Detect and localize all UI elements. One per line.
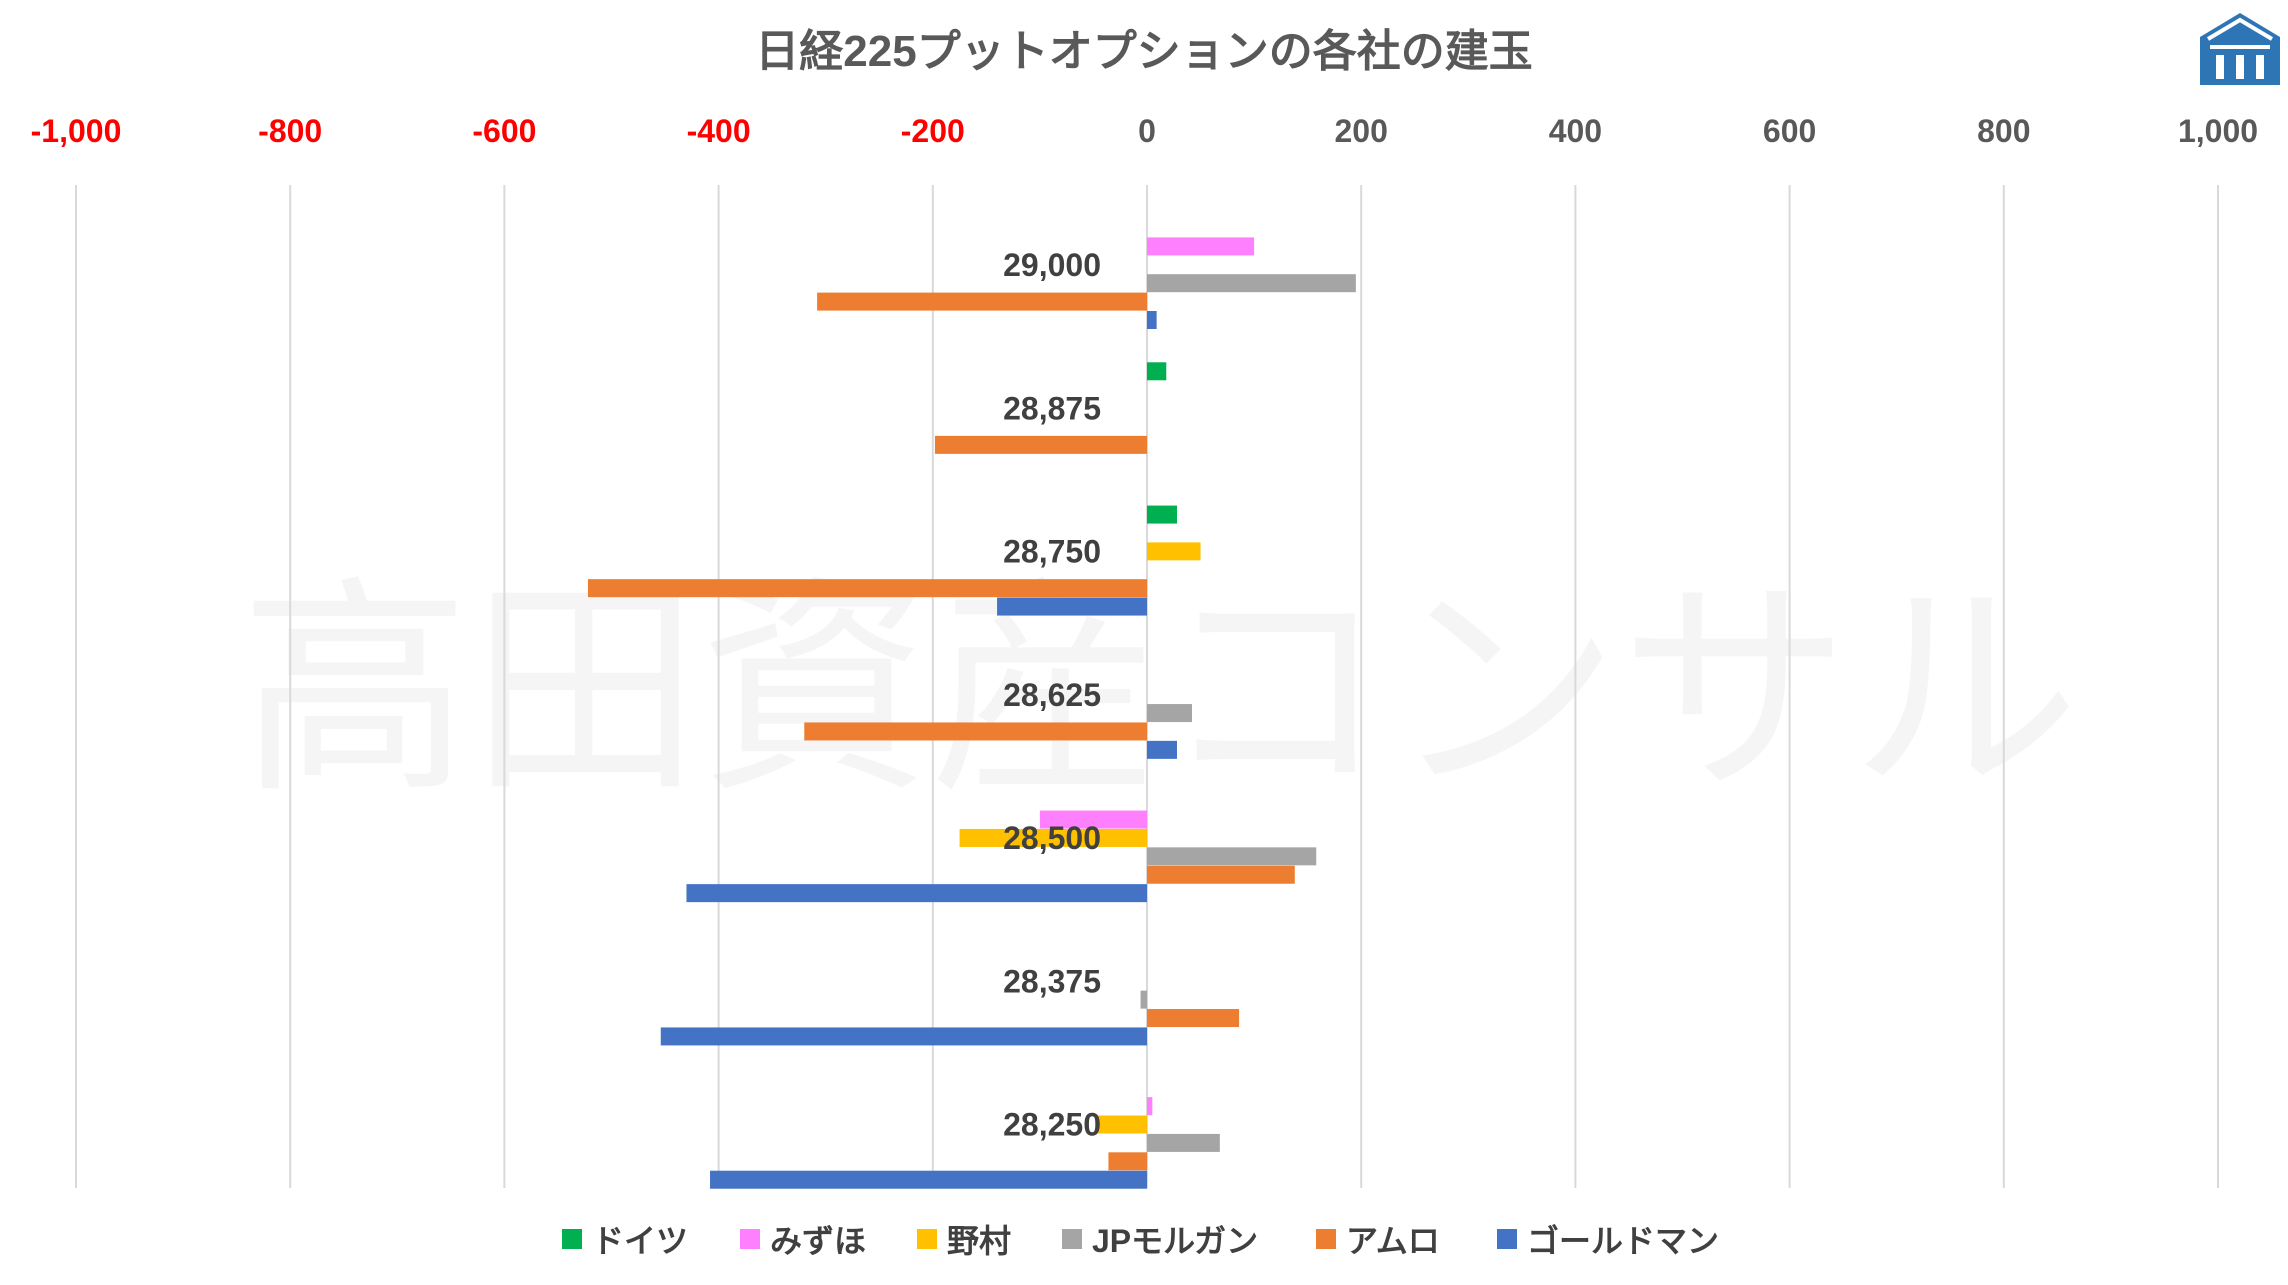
x-tick-label: 0	[1138, 113, 1156, 149]
bar	[997, 597, 1147, 616]
legend-label: みずほ	[770, 1223, 866, 1259]
bar	[934, 435, 1147, 454]
bar	[660, 1027, 1147, 1046]
category-labels: 29,000 28,875 28,750 28,625 28,500 28,375 28,2…	[1003, 247, 1101, 1143]
bar	[1147, 237, 1255, 256]
category-label: 28,375	[1003, 963, 1101, 999]
bar	[959, 828, 1147, 847]
x-tick-label: 200	[1335, 113, 1388, 149]
bar	[686, 884, 1147, 903]
bar	[587, 579, 1147, 598]
x-axis-ticks: -1,000 -800 -600 -400 -200 0 200 400 600 800 1,000	[31, 113, 2258, 149]
chart-title: 日経225プットオプションの各社の建玉	[755, 27, 1532, 76]
category-label: 28,750	[1003, 534, 1101, 570]
category-label: 28,625	[1003, 677, 1101, 713]
category-label: 28,250	[1003, 1107, 1101, 1143]
legend-label: ドイツ	[592, 1223, 688, 1259]
bar	[1147, 1009, 1240, 1028]
category-label: 29,000	[1003, 247, 1101, 283]
bar	[817, 292, 1147, 311]
bar	[1147, 274, 1356, 293]
x-tick-label: 1,000	[2178, 113, 2258, 149]
legend-swatch	[1497, 1229, 1517, 1249]
legend-label: JPモルガン	[1092, 1223, 1258, 1259]
bars	[587, 237, 1356, 1189]
bar	[1147, 847, 1317, 866]
x-tick-label: -600	[472, 113, 536, 149]
legend: ドイツ みずほ 野村 JPモルガン アムロ ゴールドマン	[562, 1223, 1719, 1259]
x-tick-label: -1,000	[31, 113, 122, 149]
x-tick-label: -200	[901, 113, 965, 149]
bar	[1147, 704, 1192, 723]
legend-label: アムロ	[1346, 1223, 1440, 1259]
bar	[1147, 740, 1177, 759]
legend-swatch	[917, 1229, 937, 1249]
gridlines	[75, 185, 2219, 1188]
x-tick-label: 400	[1549, 113, 1602, 149]
watermark: 高田資産コンサル	[240, 558, 2080, 825]
legend-swatch	[562, 1229, 582, 1249]
category-label: 28,500	[1003, 820, 1101, 856]
bar	[1147, 505, 1177, 524]
legend-swatch	[740, 1229, 760, 1249]
bar	[1108, 1152, 1147, 1171]
category-label: 28,875	[1003, 390, 1101, 426]
bar	[1140, 990, 1147, 1009]
legend-label: 野村	[947, 1223, 1011, 1259]
x-tick-label: -800	[258, 113, 322, 149]
x-tick-label: 600	[1763, 113, 1816, 149]
legend-swatch	[1316, 1229, 1336, 1249]
bar	[1147, 542, 1201, 561]
bar	[804, 722, 1147, 741]
legend-label: ゴールドマン	[1527, 1223, 1719, 1259]
x-tick-label: 800	[1977, 113, 2030, 149]
bar	[1039, 810, 1147, 829]
bar	[1147, 865, 1295, 884]
bar	[1147, 311, 1157, 329]
bar	[1147, 1133, 1220, 1152]
bar	[1147, 1097, 1153, 1116]
legend-swatch	[1062, 1229, 1082, 1249]
logo-icon	[2200, 13, 2280, 85]
bar	[710, 1170, 1147, 1189]
x-tick-label: -400	[687, 113, 751, 149]
bar	[1147, 362, 1167, 381]
bar	[1095, 1115, 1147, 1134]
